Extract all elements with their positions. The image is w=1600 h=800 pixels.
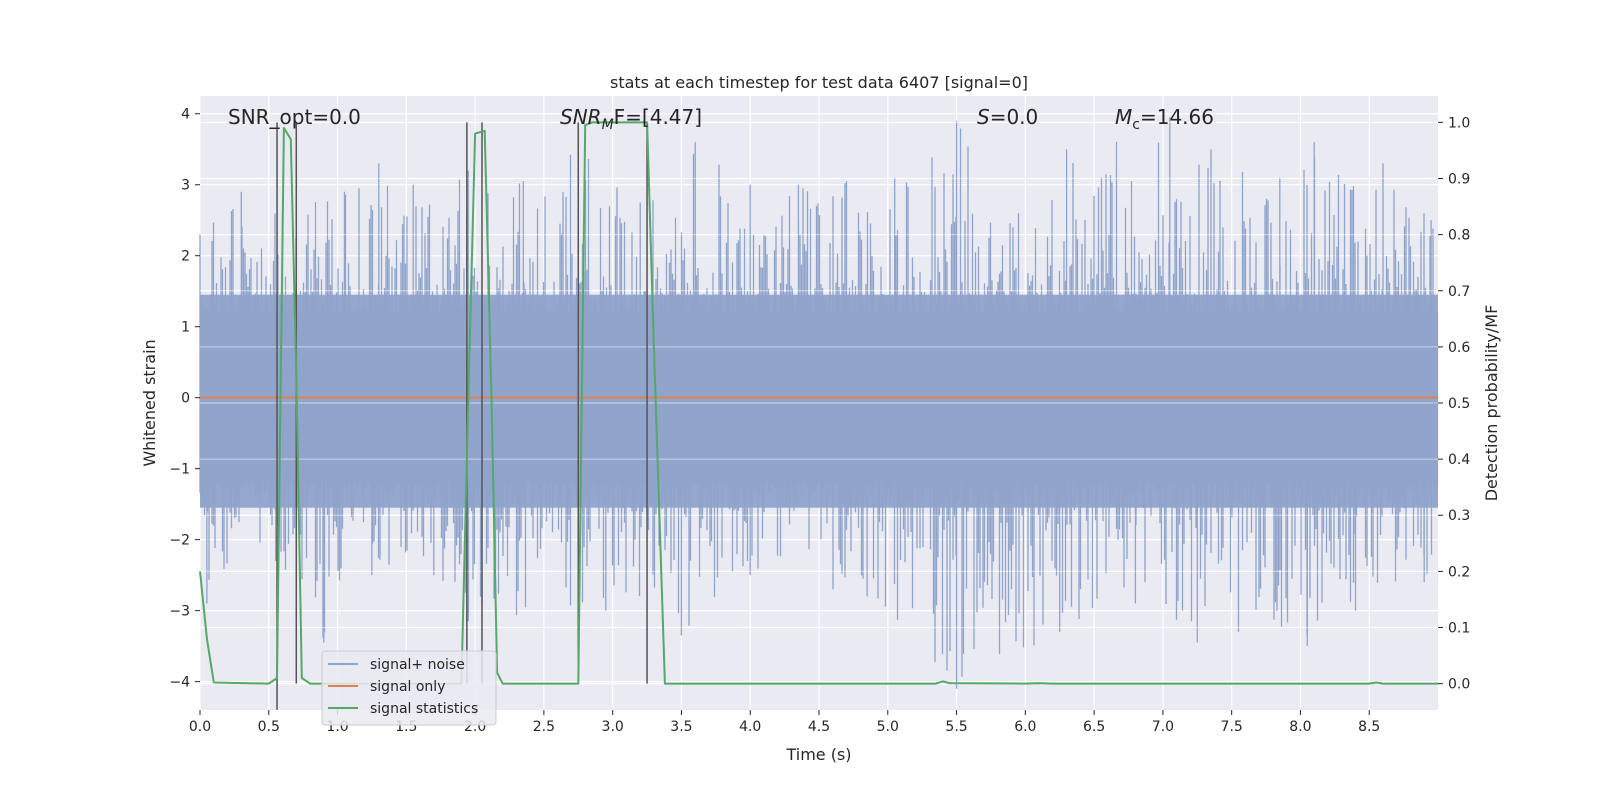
- x-axis-label: Time (s): [785, 745, 851, 764]
- y-right-tick-label: 0.4: [1448, 452, 1470, 468]
- mc-rest: =14.66: [1140, 105, 1214, 129]
- y-left-tick-label: 4: [181, 107, 190, 123]
- noise-spikes: [199, 117, 1439, 689]
- y-right-tick-label: 0.1: [1448, 620, 1470, 636]
- x-tick-label: 0.5: [258, 719, 280, 735]
- x-tick-label: 4.5: [808, 719, 830, 735]
- legend-label-noise: signal+ noise: [370, 657, 465, 673]
- y-right-tick-label: 0.0: [1448, 677, 1470, 693]
- x-tick-label: 3.0: [602, 719, 624, 735]
- x-tick-label: 3.5: [670, 719, 692, 735]
- annotation-snr-mf: SNRMF=[4.47]: [560, 105, 702, 133]
- y-right-tick-label: 0.5: [1448, 396, 1470, 412]
- y-right-tick-label: 0.6: [1448, 340, 1470, 356]
- x-tick-label: 7.0: [1152, 719, 1174, 735]
- legend-box: [321, 650, 497, 726]
- annotation-s: S=0.0: [977, 105, 1038, 129]
- y-right-tick-label: 0.3: [1448, 508, 1470, 524]
- x-ticks: 0.0 0.5 1.0 1.5 2.0 2.5 3.0 3.5 4.0 4.5 5.0 5.5 6.0 6…: [189, 710, 1380, 735]
- mc-var: M: [1115, 105, 1132, 129]
- snr-mf-rest: F=[4.47]: [614, 105, 702, 129]
- x-tick-label: 7.5: [1221, 719, 1243, 735]
- y-right-tick-label: 0.7: [1448, 284, 1470, 300]
- y-left-tick-label: −3: [169, 604, 190, 620]
- y-right-ticks: 1.0 0.9 0.8 0.7 0.6 0.5 0.4 0.3 0.2 0.1 0.0: [1438, 115, 1470, 693]
- x-tick-label: 6.0: [1014, 719, 1036, 735]
- y-left-tick-label: −1: [169, 462, 190, 478]
- annotation-snr-opt: SNR_opt=0.0: [228, 105, 361, 129]
- y-right-tick-label: 0.8: [1448, 228, 1470, 244]
- y-left-tick-label: 0: [181, 391, 190, 407]
- y-right-tick-label: 0.9: [1448, 172, 1470, 188]
- y-left-tick-label: −2: [169, 533, 190, 549]
- y-right-tick-label: 1.0: [1448, 115, 1470, 131]
- x-tick-label: 2.5: [533, 719, 555, 735]
- y-right-tick-label: 0.2: [1448, 564, 1470, 580]
- signal-statistics-series: [199, 121, 1438, 685]
- x-tick-label: 0.0: [189, 719, 211, 735]
- y-right-axis-label: Detection probability/MF: [1482, 305, 1501, 502]
- signal-noise-series: [199, 117, 1439, 689]
- snr-mf-main: SNR: [560, 105, 602, 129]
- y-left-tick-label: 1: [181, 320, 190, 336]
- y-left-axis-label: Whitened strain: [140, 339, 159, 466]
- y-left-tick-label: −4: [169, 675, 190, 691]
- x-tick-label: 6.5: [1083, 719, 1105, 735]
- legend-label-signal: signal only: [370, 679, 445, 695]
- legend: signal+ noise signal only signal statist…: [321, 650, 497, 726]
- annotation-mc: Mc=14.66: [1115, 105, 1214, 133]
- legend-label-stats: signal statistics: [370, 701, 478, 717]
- x-tick-label: 5.0: [877, 719, 899, 735]
- mc-sub: c: [1132, 117, 1140, 133]
- x-tick-label: 8.5: [1358, 719, 1380, 735]
- x-tick-label: 8.0: [1289, 719, 1311, 735]
- s-var: S: [977, 105, 990, 129]
- y-left-tick-label: 2: [181, 249, 190, 265]
- y-left-tick-label: 3: [181, 178, 190, 194]
- chart-title: stats at each timestep for test data 640…: [610, 73, 1028, 92]
- snr-mf-sub: M: [602, 117, 614, 133]
- x-tick-label: 5.5: [945, 719, 967, 735]
- s-rest: =0.0: [990, 105, 1039, 129]
- signal-statistics-line: [199, 121, 1438, 685]
- y-left-ticks: 4 3 2 1 0 −1 −2 −3 −4: [169, 107, 200, 691]
- x-tick-label: 4.0: [739, 719, 761, 735]
